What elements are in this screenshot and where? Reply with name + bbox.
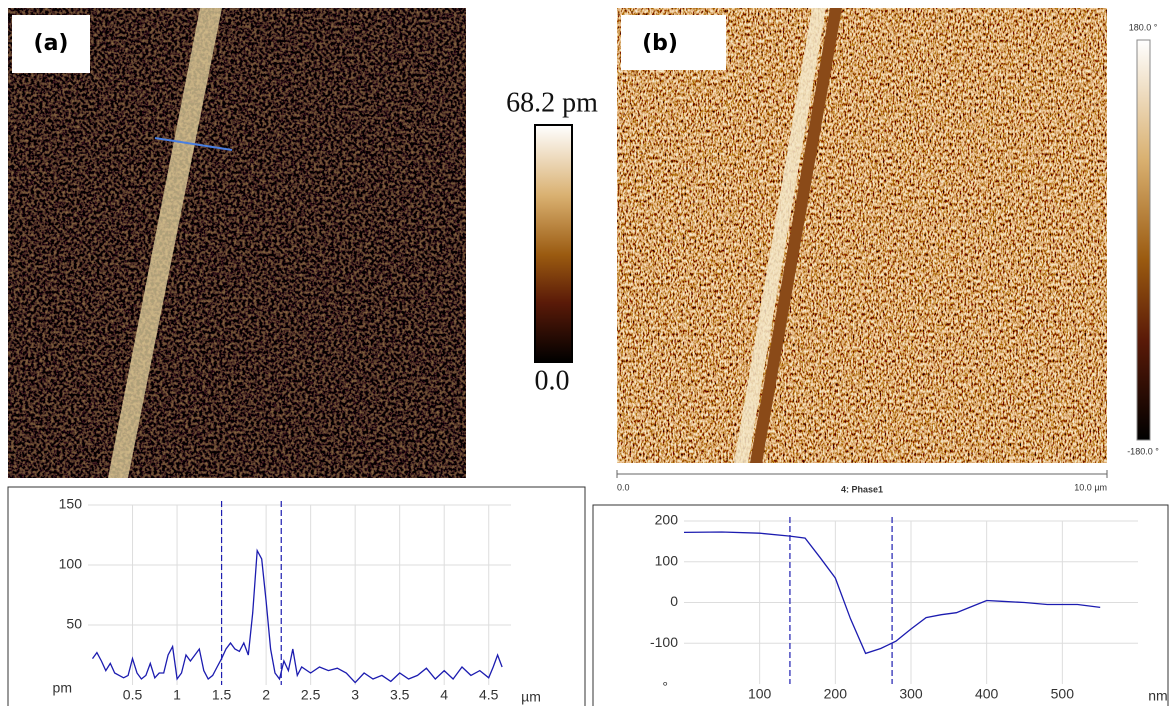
colorbar-max: 180.0 °	[1129, 22, 1158, 32]
x-tick-label: 2.5	[301, 687, 321, 703]
profile-line	[154, 137, 233, 151]
x-tick-label: 4.5	[479, 687, 499, 703]
plot-frame	[592, 504, 1169, 711]
x-axis-label: µm	[521, 689, 541, 705]
colorbar	[534, 124, 573, 363]
colorbar-min: 0.0	[535, 365, 570, 396]
afm-texture	[8, 8, 466, 478]
x-tick-label: 500	[1051, 686, 1075, 702]
y-tick-label: 100	[655, 552, 679, 568]
y-tick-label: 0	[670, 593, 678, 609]
plot-frame	[7, 486, 586, 711]
afm-streak	[750, 8, 842, 463]
x-tick-label: 200	[824, 686, 848, 702]
scale-start: 0.0	[617, 482, 630, 492]
panel-label: (b)	[642, 31, 678, 56]
y-tick-label: 50	[66, 616, 82, 632]
profile-line	[683, 531, 1101, 655]
x-tick-label: 300	[899, 686, 923, 702]
x-tick-label: 3	[351, 687, 359, 703]
y-tick-label: 150	[59, 496, 83, 512]
x-tick-label: 3.5	[390, 687, 410, 703]
x-tick-label: 1	[173, 687, 181, 703]
colorbar	[1136, 39, 1151, 441]
label-box	[12, 15, 90, 73]
y-tick-label: -100	[650, 634, 678, 650]
x-tick-label: 1.5	[212, 687, 232, 703]
x-tick-label: 2	[262, 687, 270, 703]
colorbar-max: 68.2 pm	[506, 87, 598, 118]
x-axis-label: nm	[1148, 688, 1167, 704]
y-tick-label: 200	[655, 512, 679, 528]
x-tick-label: 4	[440, 687, 448, 703]
afm-texture	[617, 8, 1107, 463]
afm-streak	[108, 8, 222, 478]
y-tick-label: 100	[59, 556, 83, 572]
profile-line	[91, 548, 503, 684]
x-tick-label: 400	[975, 686, 999, 702]
panel-label: (a)	[34, 31, 69, 56]
colorbar-min: -180.0 °	[1127, 446, 1159, 456]
x-tick-label: 100	[748, 686, 772, 702]
y-axis-label: °	[662, 679, 668, 695]
label-box	[621, 15, 726, 70]
y-axis-label: pm	[53, 680, 72, 696]
scale-title: 4: Phase1	[841, 484, 883, 494]
afm-streak	[734, 8, 826, 463]
scale-end: 10.0 µm	[1074, 482, 1107, 492]
x-tick-label: 0.5	[123, 687, 143, 703]
